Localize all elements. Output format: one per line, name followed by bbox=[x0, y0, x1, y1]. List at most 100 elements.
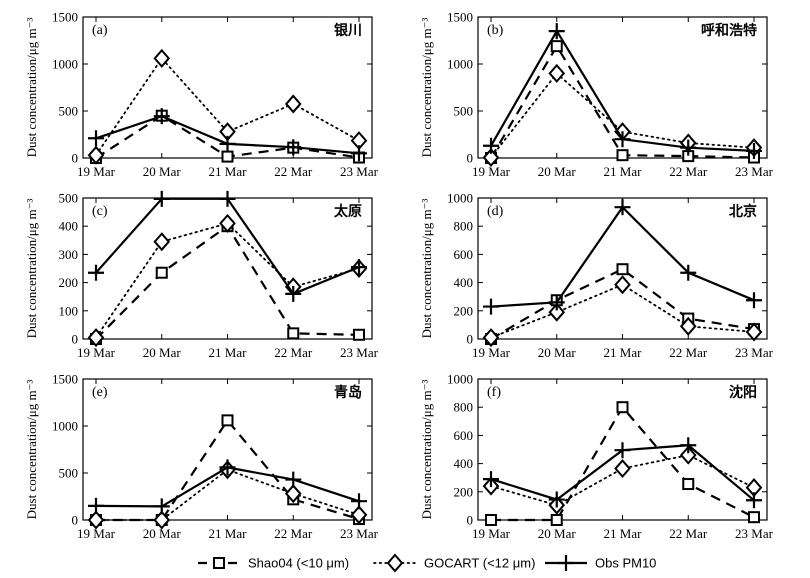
city-name: 沈阳 bbox=[729, 384, 757, 401]
plus-marker bbox=[614, 442, 631, 459]
y-tick-label: 0 bbox=[72, 513, 79, 528]
square-marker bbox=[221, 150, 234, 163]
square-marker bbox=[550, 514, 563, 526]
y-tick-label: 500 bbox=[59, 104, 79, 119]
y-tick-label: 200 bbox=[59, 275, 79, 290]
diamond-marker bbox=[219, 213, 236, 233]
x-tick-label: 20 Mar bbox=[143, 526, 182, 541]
plus-marker bbox=[746, 292, 762, 309]
plus-marker bbox=[558, 555, 574, 571]
legend-label: GOCART (<12 μm) bbox=[424, 556, 535, 571]
x-tick-label: 20 Mar bbox=[538, 164, 577, 179]
y-axis-label: Dust concentration/μg m⁻³ bbox=[24, 199, 39, 339]
x-tick-label: 21 Mar bbox=[209, 526, 248, 541]
x-tick-label: 21 Mar bbox=[604, 345, 643, 360]
x-tick-label: 23 Mar bbox=[340, 164, 379, 179]
y-tick-label: 500 bbox=[454, 104, 474, 119]
plus-marker bbox=[351, 145, 367, 162]
x-tick-label: 20 Mar bbox=[538, 345, 577, 360]
x-tick-label: 22 Mar bbox=[669, 345, 708, 360]
y-tick-label: 0 bbox=[467, 332, 474, 347]
x-tick-label: 23 Mar bbox=[340, 526, 379, 541]
square-marker bbox=[616, 401, 629, 414]
x-tick-label: 22 Mar bbox=[274, 526, 313, 541]
plus-marker bbox=[483, 137, 499, 154]
plus-marker bbox=[219, 135, 236, 152]
panel-label: (c) bbox=[92, 204, 108, 219]
y-tick-label: 400 bbox=[59, 219, 79, 234]
diamond-marker bbox=[87, 145, 105, 165]
plus-marker bbox=[614, 131, 631, 148]
y-tick-label: 100 bbox=[59, 303, 79, 318]
diamond-marker bbox=[679, 445, 697, 465]
plus-marker bbox=[219, 459, 236, 476]
chart-panel-f: 0 200 400 600 800 1000 19 Mar 20 Mar 21 Mar 22 Ma… bbox=[419, 372, 774, 542]
plus-marker bbox=[88, 264, 104, 281]
series-obs-pm10 bbox=[88, 108, 367, 162]
diamond-marker bbox=[386, 553, 404, 573]
x-tick-label: 22 Mar bbox=[274, 345, 313, 360]
legend-label: Obs PM10 bbox=[595, 556, 656, 571]
square-marker bbox=[287, 327, 300, 340]
plus-marker bbox=[351, 259, 367, 276]
city-name: 青岛 bbox=[334, 384, 362, 401]
series-line bbox=[95, 56, 360, 157]
y-tick-label: 1000 bbox=[447, 57, 473, 72]
plus-marker bbox=[153, 108, 170, 125]
series-obs-pm10 bbox=[88, 459, 367, 515]
y-axis-label: Dust concentration/μg m⁻³ bbox=[24, 18, 39, 158]
diamond-marker bbox=[745, 322, 763, 342]
diamond-marker bbox=[284, 94, 302, 114]
plus-marker bbox=[746, 492, 762, 509]
diamond-marker bbox=[679, 316, 697, 336]
plus-marker bbox=[351, 493, 367, 510]
legend-entry-obs-pm10: Obs PM10 bbox=[545, 555, 656, 571]
x-tick-label: 19 Mar bbox=[472, 526, 511, 541]
y-tick-label: 400 bbox=[454, 275, 474, 290]
y-tick-label: 1500 bbox=[52, 10, 78, 25]
plus-marker bbox=[88, 130, 104, 147]
series-line bbox=[96, 418, 360, 522]
y-axis-label: Dust concentration/μg m⁻³ bbox=[24, 380, 39, 520]
square-marker bbox=[616, 263, 629, 276]
y-tick-label: 1500 bbox=[447, 10, 473, 25]
x-tick-label: 19 Mar bbox=[472, 164, 511, 179]
x-tick-label: 19 Mar bbox=[472, 345, 511, 360]
x-tick-label: 21 Mar bbox=[604, 164, 643, 179]
plus-marker bbox=[680, 437, 697, 454]
x-tick-label: 21 Mar bbox=[604, 526, 643, 541]
diamond-marker bbox=[482, 148, 500, 168]
x-tick-label: 21 Mar bbox=[209, 345, 248, 360]
y-tick-label: 1000 bbox=[447, 191, 473, 206]
city-name: 北京 bbox=[729, 203, 757, 220]
plus-marker bbox=[285, 285, 302, 302]
chart-panel-d: 0 200 400 600 800 1000 19 Mar 20 Mar 21 Mar 22 Ma… bbox=[419, 191, 774, 361]
plus-marker bbox=[285, 139, 302, 156]
x-tick-label: 20 Mar bbox=[538, 526, 577, 541]
panel-label: (e) bbox=[92, 385, 108, 400]
series-line bbox=[95, 468, 360, 521]
x-tick-label: 23 Mar bbox=[735, 345, 774, 360]
square-marker bbox=[682, 478, 695, 491]
city-name: 呼和浩特 bbox=[701, 22, 757, 39]
diamond-marker bbox=[153, 232, 171, 252]
diamond-marker bbox=[284, 484, 302, 504]
series-line bbox=[490, 454, 755, 507]
y-tick-label: 1000 bbox=[52, 57, 78, 72]
y-axis-label: Dust concentration/μg m⁻³ bbox=[419, 18, 434, 158]
chart-panel-a: 0 500 1000 1500 19 Mar 20 Mar 21 Mar 22 Mar 23 M… bbox=[24, 10, 379, 180]
chart-panel-e: 0 500 1000 1500 19 Mar 20 Mar 21 Mar 22 Mar 23 M… bbox=[24, 372, 379, 542]
plus-marker bbox=[483, 298, 499, 315]
square-marker bbox=[221, 414, 234, 427]
y-tick-label: 1000 bbox=[52, 419, 78, 434]
diamond-marker bbox=[548, 63, 566, 83]
y-tick-label: 1000 bbox=[447, 372, 473, 387]
plus-marker bbox=[548, 294, 565, 311]
y-tick-label: 1500 bbox=[52, 372, 78, 387]
x-tick-label: 23 Mar bbox=[735, 526, 774, 541]
x-tick-label: 21 Mar bbox=[209, 164, 248, 179]
square-marker bbox=[616, 149, 629, 162]
chart-panel-c: 0 100 200 300 400 500 19 Mar 20 Mar 21 Mar 22 Mar… bbox=[24, 191, 379, 361]
y-tick-label: 600 bbox=[454, 247, 474, 262]
